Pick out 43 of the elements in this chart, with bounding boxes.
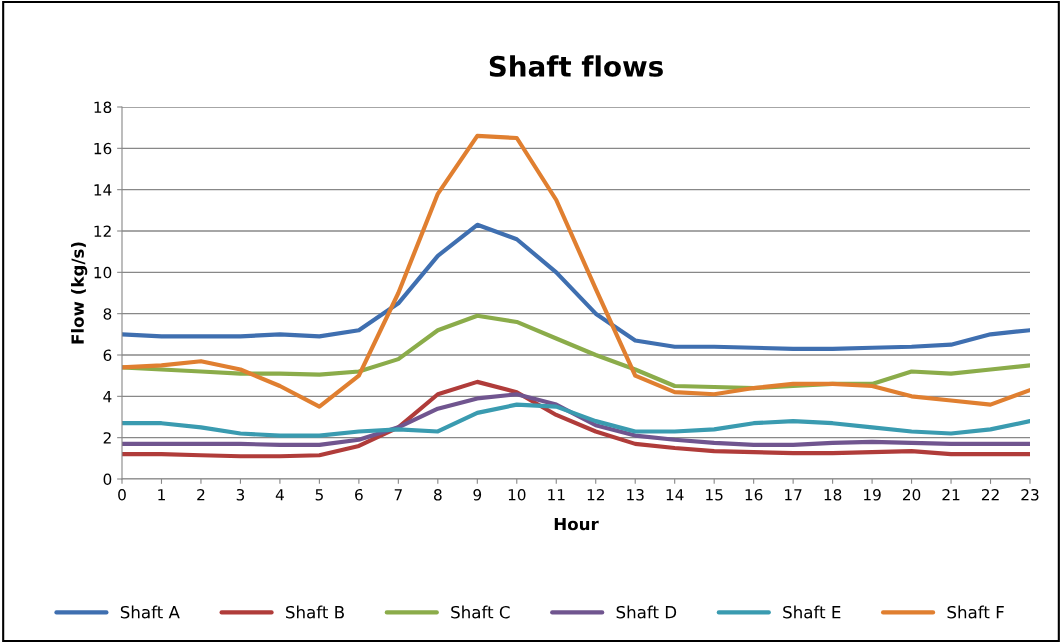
y-axis-title: Flow (kg/s): [71, 242, 88, 344]
legend-label: Shaft D: [616, 605, 677, 619]
x-tick-label: 20: [902, 488, 921, 501]
legend-label: Shaft E: [783, 605, 841, 619]
y-tick-label: 12: [94, 225, 111, 237]
y-tick-label: 2: [103, 432, 111, 444]
x-tick-label: 10: [508, 488, 526, 501]
x-tick-label: 16: [745, 488, 763, 501]
legend-label: Shaft A: [120, 605, 180, 619]
legend-label: Shaft F: [947, 605, 1004, 619]
chart-title: Shaft flows: [489, 55, 663, 77]
x-tick-label: 17: [785, 489, 802, 501]
y-tick-label: 4: [103, 391, 112, 403]
x-tick-label: 7: [394, 489, 402, 501]
x-tick-label: 1: [158, 489, 165, 501]
y-tick-label: 16: [94, 142, 112, 155]
x-tick-label: 15: [706, 489, 723, 501]
y-tick-label: 14: [94, 184, 112, 196]
y-tick-label: 6: [103, 349, 112, 362]
x-tick-label: 4: [275, 489, 284, 501]
x-tick-label: 8: [434, 488, 442, 501]
x-tick-label: 14: [666, 489, 684, 501]
x-tick-label: 5: [315, 489, 323, 501]
x-tick-label: 13: [627, 488, 644, 501]
x-tick-label: 9: [473, 488, 482, 501]
x-tick-label: 3: [236, 488, 245, 501]
y-tick-label: 18: [94, 101, 112, 114]
x-axis-title: Hour: [554, 517, 599, 531]
legend-label: Shaft B: [286, 605, 344, 619]
x-tick-label: 6: [355, 488, 363, 501]
y-tick-label: 0: [103, 473, 112, 486]
x-tick-label: 2: [197, 488, 205, 501]
x-tick-label: 22: [981, 488, 999, 501]
x-tick-label: 19: [864, 488, 881, 501]
y-tick-label: 10: [94, 266, 112, 279]
legend-label: Shaft C: [451, 605, 510, 619]
x-tick-label: 12: [587, 488, 604, 501]
x-tick-label: 0: [118, 488, 126, 501]
y-tick-label: 8: [103, 308, 112, 320]
x-tick-label: 18: [824, 488, 842, 501]
x-tick-label: 11: [548, 489, 565, 501]
x-tick-label: 23: [1021, 488, 1039, 501]
x-tick-label: 21: [942, 488, 960, 501]
